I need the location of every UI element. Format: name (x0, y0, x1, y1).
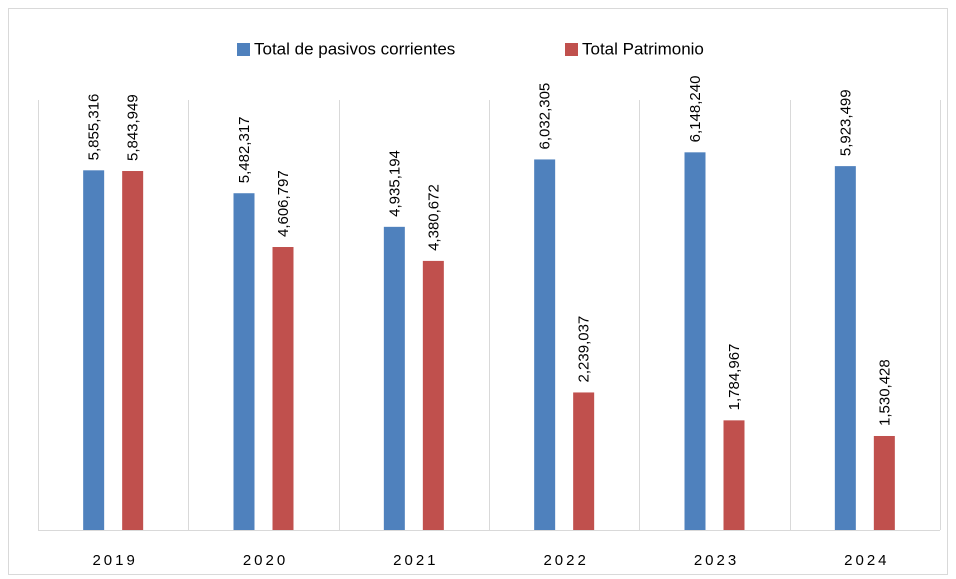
bar (83, 170, 105, 531)
x-tick-label: 2021 (393, 552, 438, 569)
bar (684, 152, 706, 531)
bar (422, 260, 444, 530)
x-tick-label: 2024 (844, 552, 889, 569)
data-label: 6,032,305 (537, 83, 554, 150)
legend-swatch (565, 43, 578, 56)
bar (723, 420, 745, 530)
data-label: 4,606,797 (275, 170, 292, 237)
data-label: 2,239,037 (576, 316, 593, 383)
x-tick-label: 2020 (243, 552, 288, 569)
bar (573, 392, 595, 530)
legend-label: Total Patrimonio (582, 39, 704, 58)
data-label: 5,855,316 (86, 94, 103, 161)
x-tick-label: 2022 (543, 552, 588, 569)
bar (873, 435, 895, 530)
bar (272, 247, 294, 530)
data-label: 4,380,672 (425, 184, 442, 251)
x-tick-label: 2019 (92, 552, 137, 569)
data-label: 1,784,967 (726, 344, 743, 411)
legend-swatch (237, 43, 250, 56)
legend-label: Total de pasivos corrientes (254, 39, 455, 58)
data-label: 5,843,949 (125, 94, 142, 161)
x-tick-label: 2023 (694, 552, 739, 569)
data-label: 1,530,428 (876, 359, 893, 426)
bar (834, 166, 856, 530)
data-label: 4,935,194 (386, 150, 403, 217)
bar (534, 159, 556, 530)
bar (122, 171, 144, 530)
data-label: 6,148,240 (687, 76, 704, 143)
data-label: 5,482,317 (236, 116, 253, 183)
data-label: 5,923,499 (837, 89, 854, 156)
chart-border (8, 8, 948, 575)
bar (233, 193, 255, 530)
bar (383, 226, 405, 531)
